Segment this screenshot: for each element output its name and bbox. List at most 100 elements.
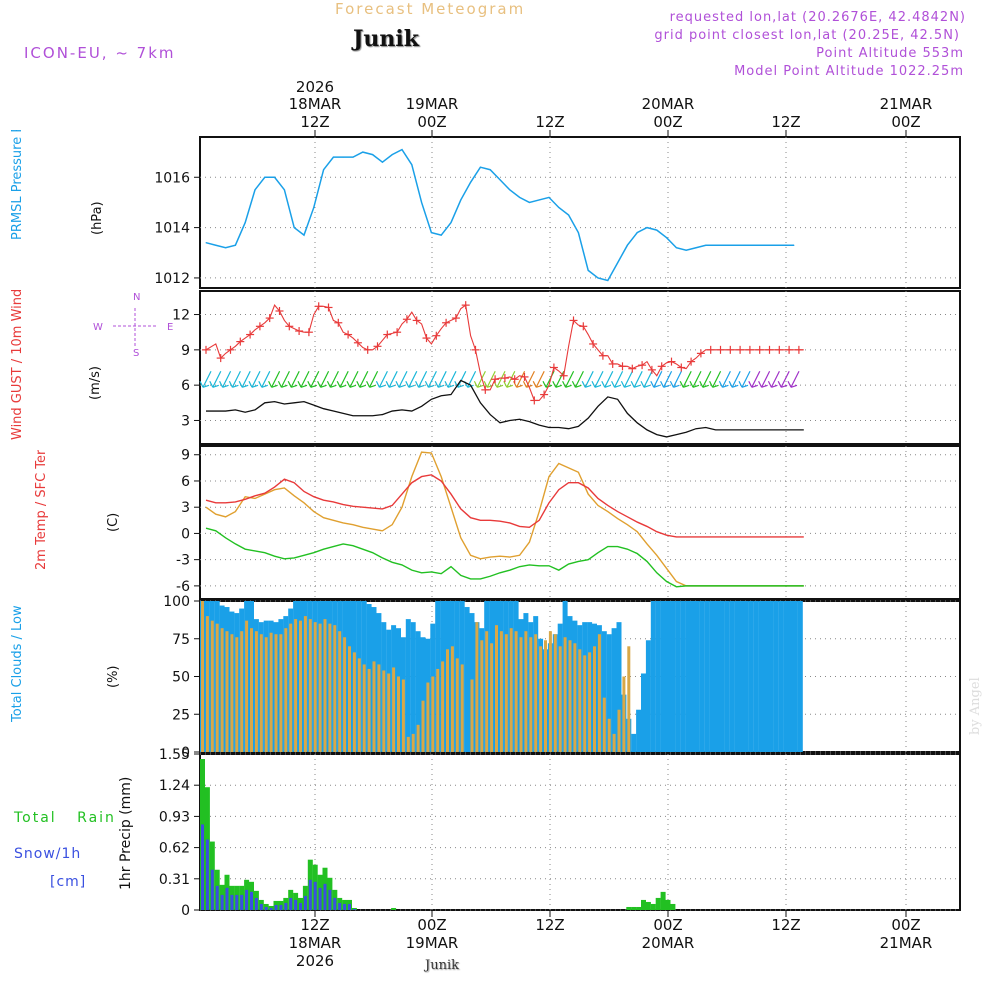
point-altitude: Point Altitude 553m — [816, 46, 964, 61]
wind-direction-arrow — [349, 384, 357, 388]
bottom-axis-date: 19MAR — [406, 934, 459, 952]
pressure-point — [499, 179, 501, 181]
low-cloud-bar — [328, 623, 332, 752]
wind-direction-arrow — [202, 371, 212, 388]
wind-direction-arrow — [281, 384, 288, 388]
wind-direction-arrow — [620, 381, 625, 388]
wind-direction-arrow — [699, 381, 704, 388]
wind-direction-arrow — [290, 371, 300, 388]
wind-direction-arrow — [408, 384, 415, 388]
snow-bar — [352, 908, 356, 910]
pressure-point — [685, 249, 687, 251]
wind-direction-arrow — [496, 371, 506, 388]
wind-direction-arrow — [682, 371, 692, 388]
wind-direction-arrow — [741, 384, 749, 388]
y-tick-label: 0 — [181, 526, 190, 542]
pressure-point — [528, 201, 530, 203]
y-tick-label: 12 — [172, 308, 190, 324]
snow-bar — [235, 894, 239, 910]
rain-bar — [268, 905, 274, 910]
low-cloud-bar — [583, 655, 587, 752]
wind-direction-arrow — [702, 371, 712, 388]
wind-direction-arrow — [669, 381, 674, 388]
low-cloud-bar — [382, 670, 386, 752]
wind-direction-arrow — [748, 381, 753, 388]
bottom-axis-time: 12Z — [300, 916, 329, 934]
y-tick-label: 1.55 — [159, 747, 190, 763]
pressure-point — [411, 164, 413, 166]
low-cloud-bar — [504, 634, 508, 752]
low-cloud-bar — [548, 631, 552, 752]
y-tick-label: 75 — [172, 632, 190, 648]
wind-direction-arrow — [758, 381, 763, 388]
wind-direction-arrow — [291, 384, 298, 388]
wind-direction-arrow — [271, 384, 278, 388]
snow-bar — [289, 897, 293, 910]
low-cloud-bar — [411, 733, 415, 752]
low-cloud-bar — [250, 628, 253, 752]
y-tick-label: 0.62 — [159, 841, 190, 857]
y-tick-label: 0 — [181, 745, 190, 761]
low-cloud-bar — [343, 637, 347, 752]
top-axis-date: 20MAR — [642, 95, 695, 113]
pressure-point — [489, 169, 491, 171]
low-cloud-bar — [264, 637, 268, 752]
total-cloud-bar — [601, 631, 607, 752]
wind-direction-arrow — [415, 381, 420, 388]
pressure-point — [724, 244, 726, 246]
pressure-point — [332, 156, 334, 158]
top-axis-date: 19MAR — [406, 95, 459, 113]
pressure-point — [607, 279, 609, 281]
low-cloud-bar — [446, 649, 449, 752]
low-cloud-bar — [514, 631, 518, 752]
total-cloud-bar — [675, 601, 681, 752]
low-cloud-bar — [563, 637, 567, 752]
low-cloud-bar — [348, 646, 351, 752]
wind-direction-arrow — [535, 371, 545, 388]
y-tick-label: 25 — [172, 707, 190, 723]
model-altitude: Model Point Altitude 1022.25m — [734, 64, 964, 79]
low-cloud-bar — [284, 628, 288, 752]
pressure-point — [577, 232, 579, 234]
wind-direction-arrow — [552, 381, 557, 388]
pressure-point — [430, 232, 432, 234]
low-cloud-bar — [607, 718, 611, 752]
wind-direction-arrow — [389, 384, 396, 388]
wind-direction-arrow — [320, 371, 330, 388]
low-cloud-bar — [495, 625, 498, 752]
snow-bar — [284, 902, 288, 910]
wind-direction-arrow — [287, 381, 292, 388]
bottom-axis-year: 2026 — [296, 952, 334, 970]
pressure-point — [538, 199, 540, 201]
y-tick-label: 50 — [172, 670, 190, 686]
low-cloud-bar — [602, 697, 606, 752]
wind-direction-arrow — [212, 384, 219, 388]
total-cloud-bar — [665, 601, 671, 752]
total-cloud-bar — [778, 601, 784, 752]
total-cloud-bar — [773, 601, 779, 752]
wind-direction-arrow — [591, 381, 596, 388]
total-cloud-bar — [655, 601, 661, 752]
low-cloud-bar — [426, 682, 430, 752]
wind-direction-arrow — [428, 384, 435, 388]
model-label: ICON-EU, ~ 7km — [24, 44, 176, 62]
wind-direction-arrow — [261, 371, 271, 388]
wind-direction-arrow — [231, 371, 241, 388]
total-cloud-bar — [763, 601, 769, 752]
low-cloud-bar — [392, 667, 396, 752]
snow-bar — [210, 869, 214, 910]
low-cloud-bar — [274, 634, 278, 752]
rain-bar — [670, 903, 676, 910]
total-cloud-bar — [464, 607, 470, 752]
wind-direction-arrow — [261, 384, 268, 388]
snow-bar — [274, 904, 278, 910]
low-cloud-bar — [470, 679, 474, 752]
wind-direction-arrow — [594, 384, 602, 388]
wind-direction-arrow — [457, 384, 464, 388]
low-cloud-bar — [416, 724, 420, 752]
wind-direction-arrow — [258, 381, 263, 388]
pressure-point — [764, 244, 766, 246]
wind-direction-arrow — [369, 384, 376, 388]
wind-direction-arrow — [767, 381, 772, 388]
bottom-axis-time: 12Z — [535, 916, 564, 934]
